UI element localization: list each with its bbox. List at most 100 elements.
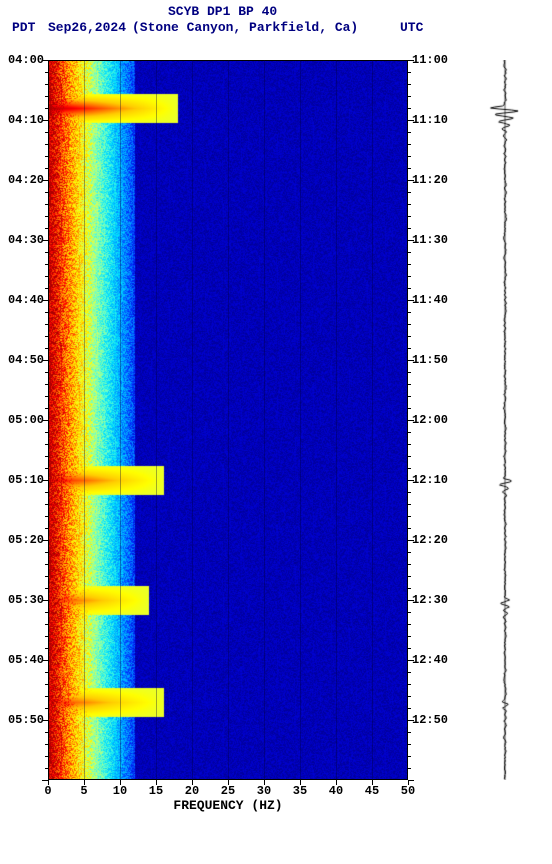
ytick-mark [45,528,48,529]
ytick-mark [408,732,411,733]
chart-title: SCYB DP1 BP 40 [168,4,277,19]
tz-right-label: UTC [400,20,423,35]
xtick-label: 40 [329,784,343,798]
ytick-left-label: 04:40 [0,293,44,307]
ytick-mark [45,96,48,97]
ytick-left-label: 04:30 [0,233,44,247]
ytick-mark [408,144,411,145]
ytick-mark [408,216,411,217]
ytick-mark [42,780,48,781]
ytick-mark [408,108,411,109]
ytick-mark [45,192,48,193]
ytick-right-label: 12:20 [412,533,448,547]
xtick-label: 30 [257,784,271,798]
ytick-mark [408,540,414,541]
ytick-mark [408,120,414,121]
ytick-mark [42,420,48,421]
ytick-mark [42,120,48,121]
ytick-right-label: 11:30 [412,233,448,247]
ytick-mark [408,696,411,697]
ytick-mark [45,168,48,169]
ytick-left-label: 04:50 [0,353,44,367]
xtick-label: 20 [185,784,199,798]
ytick-mark [42,240,48,241]
ytick-mark [408,228,411,229]
seismogram-plot [470,60,540,780]
ytick-mark [45,756,48,757]
ytick-mark [45,468,48,469]
ytick-right-label: 12:50 [412,713,448,727]
ytick-mark [45,696,48,697]
xtick-label: 25 [221,784,235,798]
ytick-mark [45,708,48,709]
gridline [372,60,373,780]
ytick-mark [408,720,414,721]
ytick-mark [408,468,411,469]
ytick-right-label: 11:40 [412,293,448,307]
ytick-mark [42,660,48,661]
ytick-mark [408,648,411,649]
ytick-mark [408,528,411,529]
ytick-mark [42,720,48,721]
ytick-mark [408,444,411,445]
ytick-mark [408,768,411,769]
ytick-mark [45,72,48,73]
ytick-mark [45,648,48,649]
ytick-mark [45,624,48,625]
ytick-left-label: 05:40 [0,653,44,667]
ytick-mark [408,576,411,577]
ytick-mark [45,408,48,409]
ytick-mark [45,444,48,445]
ytick-mark [45,156,48,157]
ytick-right-label: 12:00 [412,413,448,427]
xtick-label: 5 [80,784,87,798]
ytick-mark [42,60,48,61]
ytick-mark [408,204,411,205]
ytick-mark [45,684,48,685]
ytick-mark [45,144,48,145]
ytick-right-label: 12:10 [412,473,448,487]
x-axis-label: FREQUENCY (HZ) [48,798,408,813]
ytick-mark [408,372,411,373]
ytick-mark [408,168,411,169]
ytick-mark [45,636,48,637]
ytick-right-label: 11:00 [412,53,448,67]
ytick-left-label: 04:20 [0,173,44,187]
ytick-mark [408,612,411,613]
ytick-right-label: 12:30 [412,593,448,607]
tz-left-label: PDT [12,20,35,35]
location-label: (Stone Canyon, Parkfield, Ca) [132,20,358,35]
ytick-mark [408,504,411,505]
ytick-mark [45,84,48,85]
ytick-mark [45,516,48,517]
ytick-mark [408,420,414,421]
ytick-mark [45,228,48,229]
ytick-mark [408,780,414,781]
ytick-left-label: 04:10 [0,113,44,127]
xtick-label: 50 [401,784,415,798]
gridline [192,60,193,780]
ytick-mark [408,624,411,625]
gridline [336,60,337,780]
ytick-mark [45,768,48,769]
ytick-mark [408,432,411,433]
ytick-mark [45,216,48,217]
ytick-mark [408,312,411,313]
ytick-mark [408,348,411,349]
ytick-mark [408,132,411,133]
ytick-mark [408,708,411,709]
ytick-mark [408,324,411,325]
ytick-mark [408,684,411,685]
ytick-mark [408,384,411,385]
ytick-mark [45,336,48,337]
gridline [228,60,229,780]
xtick-label: 45 [365,784,379,798]
ytick-mark [42,600,48,601]
ytick-mark [42,540,48,541]
ytick-left-label: 05:00 [0,413,44,427]
ytick-mark [408,60,414,61]
ytick-mark [408,480,414,481]
xtick-label: 35 [293,784,307,798]
ytick-mark [408,156,411,157]
ytick-left-label: 04:00 [0,53,44,67]
